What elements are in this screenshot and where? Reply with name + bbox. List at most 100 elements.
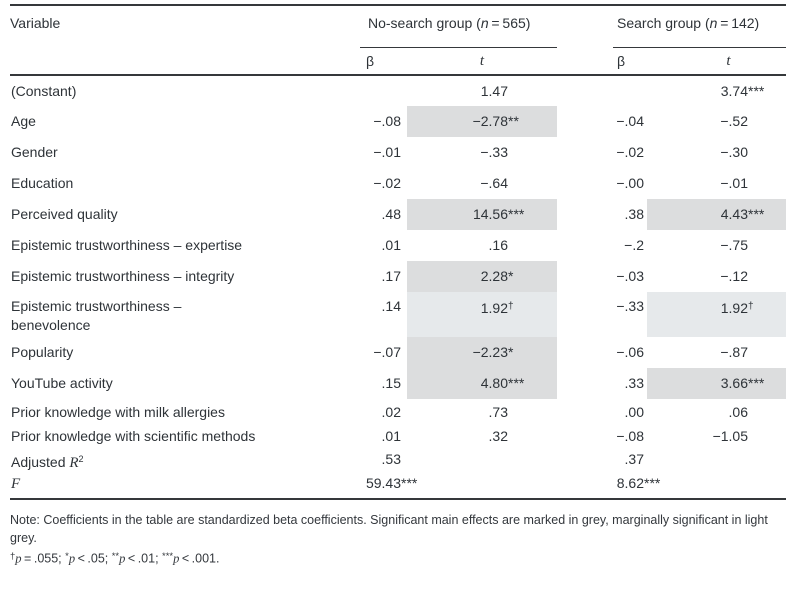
table-row: Education −.02 −.64 −.00 −.01 (10, 168, 786, 199)
significance-segment: < .05; (75, 551, 112, 566)
t-cell: −.75 (647, 230, 786, 261)
column-gap (557, 425, 613, 448)
significance-segment: † (10, 551, 16, 562)
spacer-cell (10, 495, 786, 499)
variable-cell: Age (11, 113, 36, 129)
cell-value: −.2 (624, 237, 644, 253)
t-cell: .06 (647, 399, 786, 425)
table-row: Prior knowledge with milk allergies .02 .7… (10, 399, 786, 425)
cell-value: 2.28 (480, 268, 508, 284)
note-text: Note: Coefficients in the table are stan… (10, 513, 768, 545)
significance-segment: ** (111, 551, 120, 562)
cell-value: −.12 (720, 268, 748, 284)
table-notes: Note: Coefficients in the table are stan… (10, 511, 786, 568)
t-cell-highlighted: −2.78** (407, 106, 557, 137)
beta-cell (613, 75, 647, 106)
beta-cell: .15 (360, 368, 407, 399)
column-gap (557, 261, 613, 292)
beta-cell: −.02 (613, 137, 647, 168)
t-cell-highlighted: 2.28* (407, 261, 557, 292)
t-cell-highlighted: 3.66*** (647, 368, 786, 399)
variable-cell: YouTube activity (11, 375, 113, 391)
cell-value: .14 (381, 298, 401, 314)
beta-cell: .01 (360, 230, 407, 261)
group-header-search: Search group (n = 142) (613, 5, 786, 48)
cell-value: −.33 (480, 144, 508, 160)
group-header-no-search: No-search group (n = 565) (360, 5, 557, 48)
cell-value: .02 (381, 404, 401, 420)
variable-cell: Epistemic trustworthiness – expertise (11, 237, 243, 253)
column-gap (557, 5, 613, 47)
cell-value: 3.74 (720, 83, 748, 99)
t-cell: −.12 (647, 261, 786, 292)
column-gap (557, 472, 613, 495)
cell-value: −.02 (616, 144, 644, 160)
significance-segment: *** (162, 551, 174, 562)
variable-cell: F (11, 476, 21, 492)
cell-value: .37 (624, 451, 644, 467)
beta-cell: .48 (360, 199, 407, 230)
cell-value: .48 (381, 206, 401, 222)
beta-cell: −.04 (613, 106, 647, 137)
significance-segment: p (173, 551, 180, 566)
beta-cell: −.01 (360, 137, 407, 168)
t-cell: −.52 (647, 106, 786, 137)
significance-segment: * (65, 551, 69, 562)
table-row: Epistemic trustworthiness – integrity .17… (10, 261, 786, 292)
table-body: (Constant) 1.47 3.74*** Age −.08 −2.78** −.04 −… (10, 75, 786, 499)
table-row: Adjusted R2 .53 .37 (10, 448, 786, 472)
cell-value: −.30 (720, 144, 748, 160)
beta-cell: 8.62*** (616, 475, 661, 491)
cell-value: −.00 (616, 175, 644, 191)
group-n: = 142) (717, 15, 760, 31)
table-row: F 59.43*** 8.62*** (10, 472, 786, 495)
significance-segment: = .055; (21, 551, 66, 566)
cell-value: −.07 (373, 344, 401, 360)
table-row: (Constant) 1.47 3.74*** (10, 75, 786, 106)
empty-header-cell (10, 47, 360, 76)
t-cell-highlighted: 4.80*** (407, 368, 557, 399)
t-cell-highlighted: 4.43*** (647, 199, 786, 230)
t-cell: −.64 (407, 168, 557, 199)
cell-value: −.08 (616, 428, 644, 444)
column-gap (557, 448, 613, 472)
t-cell: 3.74*** (720, 83, 765, 99)
table-row: Prior knowledge with scientific methods.… (10, 425, 786, 448)
column-gap (557, 368, 613, 399)
cell-value: 1.92 (720, 300, 748, 316)
table-row: Epistemic trustworthiness – benevolence .1… (10, 292, 786, 337)
beta-cell: −.03 (613, 261, 647, 292)
beta-cell: .00 (613, 399, 647, 425)
column-gap (557, 199, 613, 230)
beta-cell: −.02 (360, 168, 407, 199)
table-row: Perceived quality .48 14.56*** .38 4.43*** (10, 199, 786, 230)
significance-segment: p (68, 551, 76, 566)
significance-segment: p (119, 551, 126, 566)
cell-value: 8.62 (616, 475, 644, 491)
significance-segment: < .01; (125, 551, 163, 566)
table-row: YouTube activity .15 4.80*** .33 3.66*** (10, 368, 786, 399)
beta-cell: .17 (360, 261, 407, 292)
t-cell (407, 472, 557, 495)
t-cell-highlighted: −2.23* (407, 337, 557, 368)
table-header: Variable No-search group (n = 565) Searc… (10, 5, 786, 76)
page: Variable No-search group (n = 565) Searc… (10, 4, 786, 568)
variable-cell: Gender (11, 144, 58, 160)
cell-value: .01 (381, 428, 401, 444)
cell-value: −.33 (616, 298, 644, 314)
t-cell: −.01 (647, 168, 786, 199)
cell-value: .73 (488, 404, 508, 420)
t-cell: 1.47 (407, 75, 557, 106)
t-cell: −.33 (407, 137, 557, 168)
cell-value: −.01 (373, 144, 401, 160)
significance-note: †p = .055; *p < .05; **p < .01; ***p < .… (10, 548, 786, 568)
cell-value: −1.05 (712, 428, 748, 444)
stat-header-row: β t β t (10, 47, 786, 76)
t-cell (407, 448, 557, 472)
cell-value: −.08 (373, 113, 401, 129)
cell-value: 59.43 (365, 475, 401, 491)
column-gap (557, 292, 613, 337)
variable-cell: Education (11, 175, 74, 191)
cell-value: 14.56 (472, 206, 508, 222)
t-cell-highlighted: 14.56*** (407, 199, 557, 230)
